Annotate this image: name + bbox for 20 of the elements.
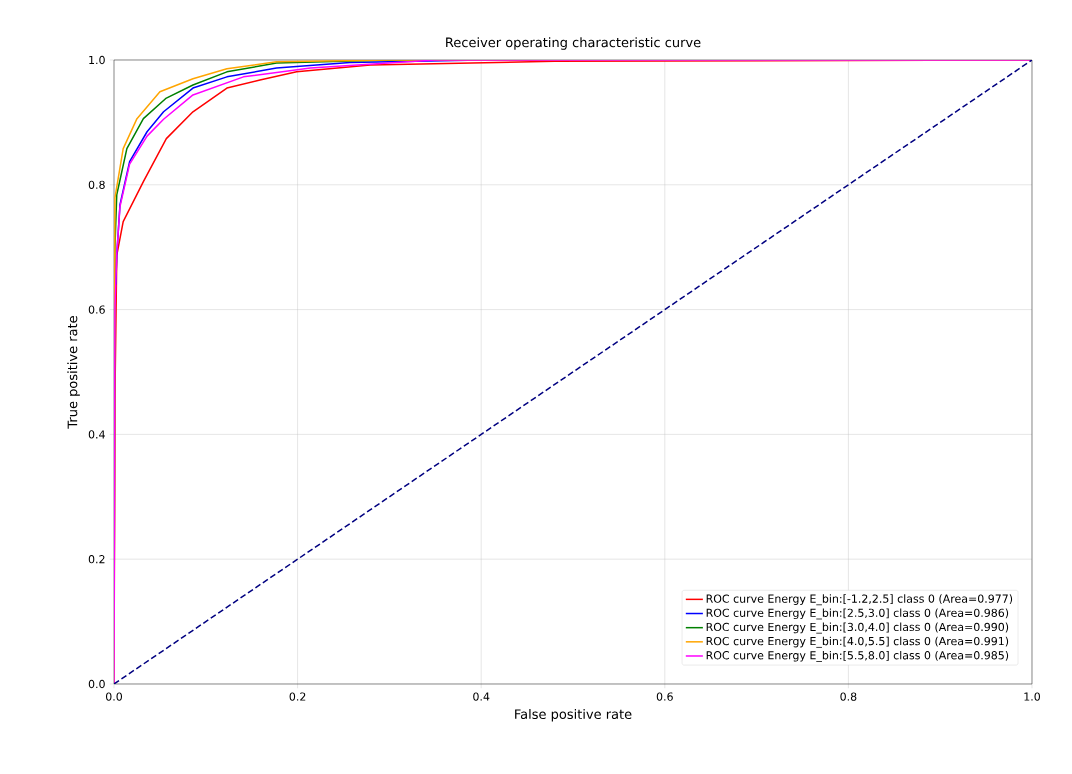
- x-tick-label: 0.4: [473, 692, 490, 701]
- legend-label: ROC curve Energy E_bin:[-1.2,2.5] class 0 (Area=0.977): [706, 594, 1013, 606]
- legend-label: ROC curve Energy E_bin:[2.5,3.0] class 0 (Area=0.986): [706, 608, 1009, 620]
- x-tick-label: 1.0: [1024, 692, 1040, 701]
- legend-label: ROC curve Energy E_bin:[4.0,5.5] class 0 (Area=0.991): [706, 636, 1009, 648]
- y-axis-title: True positive rate: [67, 316, 80, 429]
- y-tick-label: 0.6: [88, 305, 105, 314]
- x-tick-label: 0.8: [840, 692, 857, 701]
- legend-label: ROC curve Energy E_bin:[3.0,4.0] class 0 (Area=0.990): [706, 622, 1009, 634]
- y-tick-label: 0.2: [88, 555, 105, 564]
- legend-label: ROC curve Energy E_bin:[5.5,8.0] class 0 (Area=0.985): [706, 650, 1009, 662]
- y-tick-label: 0.0: [88, 679, 105, 689]
- x-tick-label: 0.2: [289, 692, 306, 701]
- y-tick-label: 1.0: [89, 55, 105, 65]
- x-tick-label: 0.6: [656, 692, 673, 701]
- y-tick-label: 0.4: [88, 430, 105, 439]
- x-axis-title: False positive rate: [515, 708, 632, 722]
- x-tick-label: 0.0: [105, 692, 123, 701]
- y-tick-label: 0.8: [88, 180, 105, 189]
- chart-title: Receiver operating characteristic curve: [446, 37, 701, 50]
